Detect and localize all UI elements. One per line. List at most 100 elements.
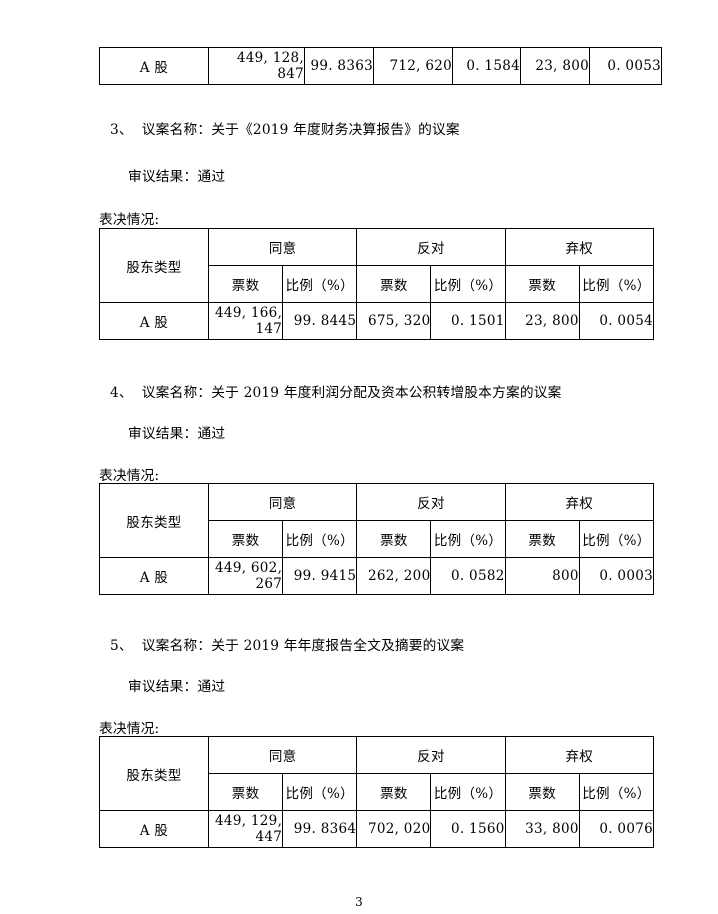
table-row: A 股 449, 128, 847 99. 8363 712, 620 0. 1… <box>99 47 662 85</box>
header-against-ratio: 比例（%） <box>430 773 506 811</box>
proposal-text-5: 关于 2019 年年度报告全文及摘要的议案 <box>211 638 465 654</box>
table-header-row-secondary: 票数 比例（%） 票数 比例（%） 票数 比例（%） <box>100 773 655 811</box>
vote-table-wrapper-5: 股东类型 同意 反对 弃权 票数 比例（%） 票数 比例（%） 票数 比例（%）… <box>99 736 655 848</box>
vote-situation-label-5: 表决情况: <box>99 721 160 737</box>
cell-against-votes: 675, 320 <box>356 302 432 340</box>
table-row: A 股 449, 602, 267 99. 9415 262, 200 0. 0… <box>99 557 655 595</box>
header-agree: 同意 <box>207 483 358 521</box>
review-result-label-3: 审议结果： <box>128 169 198 185</box>
cell-against-votes: 712, 620 <box>373 47 453 85</box>
proposal-title-4: 4、 议案名称：关于 2019 年度利润分配及资本公积转增股本方案的议案 <box>110 383 562 403</box>
table-row: A 股 449, 166, 147 99. 8445 675, 320 0. 1… <box>99 302 655 340</box>
proposal-text-4: 关于 2019 年度利润分配及资本公积转增股本方案的议案 <box>211 385 562 401</box>
proposal-index-4: 4、 <box>110 385 133 401</box>
header-against: 反对 <box>356 483 506 521</box>
continuation-vote-table: A 股 449, 128, 847 99. 8363 712, 620 0. 1… <box>99 47 662 85</box>
cell-shareholder-type: A 股 <box>99 47 209 85</box>
vote-situation-label-3: 表决情况: <box>99 212 160 228</box>
cell-abstain-votes: 23, 800 <box>504 302 580 340</box>
cell-agree-ratio: 99. 8364 <box>282 810 358 848</box>
header-agree: 同意 <box>207 228 358 266</box>
cell-agree-ratio: 99. 8445 <box>282 302 358 340</box>
header-against-ratio: 比例（%） <box>430 265 506 303</box>
header-abstain-ratio: 比例（%） <box>578 773 655 811</box>
vote-table-4: 股东类型 同意 反对 弃权 票数 比例（%） 票数 比例（%） 票数 比例（%）… <box>99 483 655 595</box>
proposal-label-3: 议案名称： <box>141 122 212 138</box>
header-agree-ratio: 比例（%） <box>282 520 358 558</box>
cell-shareholder-type: A 股 <box>99 302 209 340</box>
proposal-index-3: 3、 <box>110 122 133 138</box>
cell-abstain-votes: 33, 800 <box>504 810 580 848</box>
header-agree-votes: 票数 <box>207 265 284 303</box>
header-abstain: 弃权 <box>504 228 655 266</box>
proposal-index-5: 5、 <box>110 638 133 654</box>
header-abstain-votes: 票数 <box>504 773 580 811</box>
continuation-vote-table-wrapper: A 股 449, 128, 847 99. 8363 712, 620 0. 1… <box>99 47 662 85</box>
header-against-votes: 票数 <box>356 265 432 303</box>
cell-agree-votes: 449, 128, 847 <box>208 47 305 85</box>
cell-abstain-votes: 23, 800 <box>520 47 590 85</box>
cell-against-votes: 262, 200 <box>356 557 432 595</box>
review-result-5: 审议结果：通过 <box>128 677 225 697</box>
header-against: 反对 <box>356 228 506 266</box>
header-abstain-ratio: 比例（%） <box>578 520 655 558</box>
review-result-value-5: 通过 <box>197 679 226 695</box>
cell-agree-ratio: 99. 8363 <box>304 47 374 85</box>
page-number: 3 <box>355 895 363 909</box>
header-shareholder-type: 股东类型 <box>99 483 209 558</box>
table-header-row-primary: 股东类型 同意 反对 弃权 <box>99 228 655 303</box>
review-result-label-5: 审议结果： <box>128 679 198 695</box>
cell-agree-votes: 449, 166, 147 <box>207 302 284 340</box>
header-abstain-votes: 票数 <box>504 520 580 558</box>
cell-abstain-ratio: 0. 0053 <box>589 47 662 85</box>
cell-against-ratio: 0. 1584 <box>452 47 521 85</box>
header-against: 反对 <box>356 736 506 774</box>
cell-against-ratio: 0. 1501 <box>430 302 506 340</box>
header-agree-votes: 票数 <box>207 773 284 811</box>
table-header-row-primary: 股东类型 同意 反对 弃权 <box>99 483 655 558</box>
header-against-votes: 票数 <box>356 773 432 811</box>
cell-against-votes: 702, 020 <box>356 810 432 848</box>
cell-abstain-votes: 800 <box>504 557 580 595</box>
cell-abstain-ratio: 0. 0076 <box>578 810 655 848</box>
review-result-3: 审议结果：通过 <box>128 167 225 187</box>
vote-table-wrapper-3: 股东类型 同意 反对 弃权 票数 比例（%） 票数 比例（%） 票数 比例（%）… <box>99 228 655 340</box>
cell-against-ratio: 0. 1560 <box>430 810 506 848</box>
proposal-text-3: 关于《2019 年度财务决算报告》的议案 <box>211 122 460 138</box>
cell-against-ratio: 0. 0582 <box>430 557 506 595</box>
review-result-value-3: 通过 <box>197 169 226 185</box>
header-abstain-votes: 票数 <box>504 265 580 303</box>
table-row: A 股 449, 129, 447 99. 8364 702, 020 0. 1… <box>99 810 655 848</box>
vote-table-wrapper-4: 股东类型 同意 反对 弃权 票数 比例（%） 票数 比例（%） 票数 比例（%）… <box>99 483 655 595</box>
proposal-title-5: 5、 议案名称：关于 2019 年年度报告全文及摘要的议案 <box>110 636 464 656</box>
cell-shareholder-type: A 股 <box>99 557 209 595</box>
header-agree-votes: 票数 <box>207 520 284 558</box>
header-against-votes: 票数 <box>356 520 432 558</box>
vote-table-5: 股东类型 同意 反对 弃权 票数 比例（%） 票数 比例（%） 票数 比例（%）… <box>99 736 655 848</box>
table-header-row-secondary: 票数 比例（%） 票数 比例（%） 票数 比例（%） <box>100 265 655 303</box>
header-abstain-ratio: 比例（%） <box>578 265 655 303</box>
proposal-title-3: 3、 议案名称：关于《2019 年度财务决算报告》的议案 <box>110 120 460 140</box>
cell-agree-votes: 449, 129, 447 <box>207 810 284 848</box>
vote-table-3: 股东类型 同意 反对 弃权 票数 比例（%） 票数 比例（%） 票数 比例（%）… <box>99 228 655 340</box>
cell-agree-ratio: 99. 9415 <box>282 557 358 595</box>
header-abstain: 弃权 <box>504 483 655 521</box>
cell-abstain-ratio: 0. 0054 <box>578 302 655 340</box>
review-result-label-4: 审议结果： <box>128 426 198 442</box>
cell-abstain-ratio: 0. 0003 <box>578 557 655 595</box>
header-shareholder-type: 股东类型 <box>99 228 209 303</box>
header-against-ratio: 比例（%） <box>430 520 506 558</box>
review-result-value-4: 通过 <box>197 426 226 442</box>
header-agree-ratio: 比例（%） <box>282 773 358 811</box>
cell-agree-votes: 449, 602, 267 <box>207 557 284 595</box>
proposal-label-4: 议案名称： <box>141 385 212 401</box>
table-header-row-primary: 股东类型 同意 反对 弃权 <box>99 736 655 811</box>
header-agree-ratio: 比例（%） <box>282 265 358 303</box>
header-abstain: 弃权 <box>504 736 655 774</box>
review-result-4: 审议结果：通过 <box>128 424 225 444</box>
header-agree: 同意 <box>207 736 358 774</box>
header-shareholder-type: 股东类型 <box>99 736 209 811</box>
cell-shareholder-type: A 股 <box>99 810 209 848</box>
proposal-label-5: 议案名称： <box>141 638 212 654</box>
